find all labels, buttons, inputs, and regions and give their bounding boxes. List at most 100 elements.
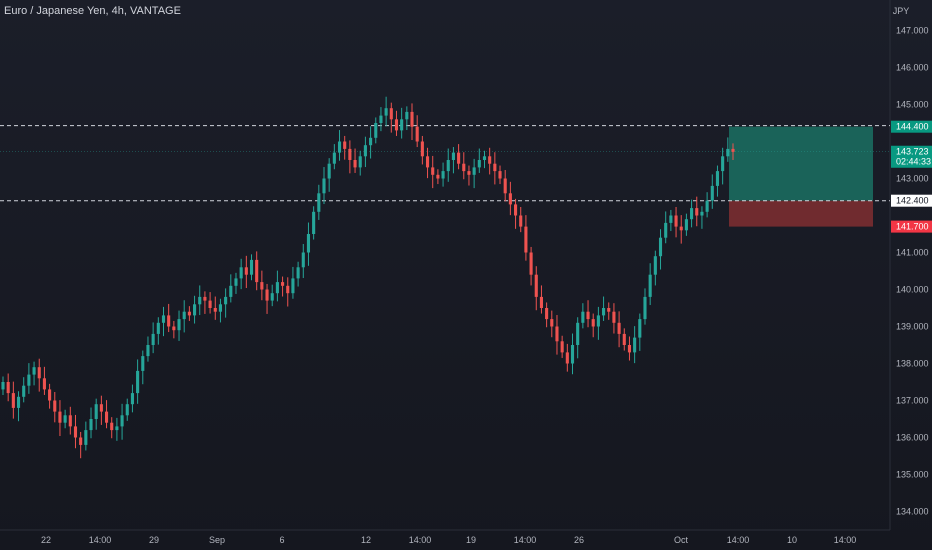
candle-body <box>664 222 668 238</box>
candle-body <box>239 267 243 279</box>
candle-body <box>690 208 694 220</box>
candle-body <box>643 296 647 320</box>
candle-body <box>89 419 93 431</box>
x-tick-label: 19 <box>466 535 476 545</box>
candle-body <box>550 319 554 327</box>
y-tick-label: 141.000 <box>896 248 929 258</box>
candle-body <box>576 322 580 345</box>
candle-body <box>353 160 357 168</box>
candle-body <box>674 215 678 227</box>
candle-body <box>156 322 160 334</box>
candle-body <box>265 289 269 301</box>
candle-body <box>627 345 632 353</box>
candle-body <box>348 148 352 160</box>
candle-body <box>586 311 590 320</box>
chart-title: Euro / Japanese Yen, 4h, VANTAGE <box>4 5 181 17</box>
candle-body <box>565 352 569 364</box>
candle-body <box>37 367 41 379</box>
candle-body <box>234 278 238 286</box>
candle-body <box>596 315 600 327</box>
candle-body <box>301 252 305 268</box>
candle-body <box>53 400 57 412</box>
candle-body <box>695 208 699 216</box>
candle-body <box>441 171 445 179</box>
candle-body <box>27 374 31 386</box>
candle-body <box>249 259 254 275</box>
candle-body <box>296 267 300 279</box>
candle-body <box>602 308 606 316</box>
candle-body <box>384 108 388 116</box>
current-price-label: 143.723 <box>896 147 929 157</box>
candle-body <box>115 426 119 431</box>
candle-body <box>99 404 103 412</box>
candle-body <box>467 171 471 175</box>
candle-body <box>374 123 378 138</box>
candle-body <box>182 311 186 320</box>
candle-body <box>400 119 404 131</box>
y-tick-label: 146.000 <box>896 63 929 73</box>
candle-body <box>612 311 616 323</box>
candle-body <box>684 219 688 231</box>
candle-body <box>94 404 98 419</box>
candle-body <box>503 178 507 194</box>
candle-body <box>519 215 523 227</box>
candle-body <box>120 415 124 427</box>
candle-body <box>514 204 518 216</box>
candle-body <box>332 152 336 164</box>
y-tick-label: 145.000 <box>896 100 929 110</box>
candle-body <box>622 333 626 345</box>
x-tick-label: 12 <box>361 535 371 545</box>
current-price-label-bg <box>891 145 932 168</box>
candle-body <box>286 285 290 294</box>
candle-body <box>58 411 62 423</box>
candle-body <box>679 226 683 231</box>
candle-body <box>146 345 150 357</box>
candle-body <box>721 156 725 172</box>
entry-price-label-bg <box>891 194 932 207</box>
candle-body <box>472 167 476 175</box>
candle-body <box>42 378 46 390</box>
x-tick-label: 14:00 <box>89 535 112 545</box>
candle-body <box>358 156 362 168</box>
candle-body <box>167 315 171 327</box>
candle-body <box>539 296 543 308</box>
candle-body <box>607 308 611 312</box>
y-tick-label: 138.000 <box>896 359 929 369</box>
candle-body <box>457 152 461 164</box>
candle-body <box>177 319 181 331</box>
candle-body <box>136 370 140 394</box>
candle-body <box>312 211 316 234</box>
candle-body <box>260 282 264 290</box>
x-tick-label: Oct <box>674 535 689 545</box>
candle-body <box>389 108 393 120</box>
candle-body <box>275 282 279 294</box>
target-zone <box>729 126 873 201</box>
candle-body <box>529 252 533 275</box>
candle-body <box>508 193 512 205</box>
candle-body <box>291 278 295 294</box>
candle-body <box>63 415 67 423</box>
target-price-label: 144.400 <box>896 122 929 132</box>
candle-body <box>187 311 191 316</box>
candle-body <box>130 393 134 405</box>
candle-body <box>172 326 176 331</box>
candle-body <box>394 119 399 131</box>
candle-body <box>731 148 735 152</box>
candle-body <box>669 215 673 223</box>
y-tick-label: 137.000 <box>896 396 929 406</box>
candle-body <box>193 304 197 316</box>
candle-body <box>224 296 228 305</box>
candle-body <box>534 274 538 297</box>
candle-body <box>79 437 83 445</box>
candle-body <box>410 111 414 127</box>
stop-price-label-bg <box>891 220 932 233</box>
y-tick-label: 134.000 <box>896 507 929 517</box>
candle-body <box>281 282 285 286</box>
candle-body <box>658 237 663 257</box>
candle-body <box>436 174 440 179</box>
candle-body <box>1 382 5 390</box>
candle-body <box>653 256 657 275</box>
x-tick-label: 14:00 <box>727 535 750 545</box>
y-tick-label: 147.000 <box>896 26 929 36</box>
